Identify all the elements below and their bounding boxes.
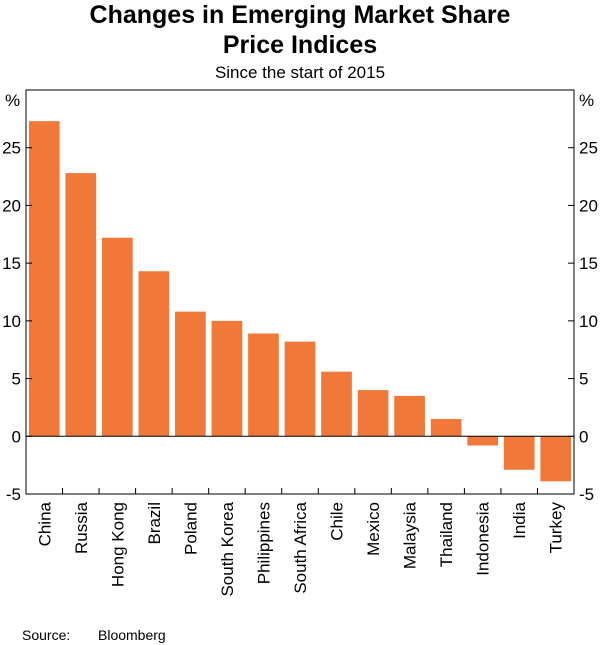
x-tick-label: South Africa [291, 501, 310, 593]
y-tick-label-left: 10 [2, 312, 21, 331]
y-tick-label-left: 0 [12, 427, 21, 446]
y-tick-label-left: -5 [6, 485, 21, 504]
bar-turkey [540, 436, 572, 482]
x-tick-label: Thailand [437, 502, 456, 567]
bar-hong-kong [101, 237, 133, 437]
x-tick-label: Hong Kong [108, 502, 127, 587]
x-tick-label: South Korea [218, 501, 237, 596]
bar-russia [65, 173, 97, 437]
x-tick-label: Poland [181, 502, 200, 555]
bar-philippines [248, 333, 279, 437]
x-tick-label: India [510, 501, 529, 538]
x-tick-label: Mexico [364, 502, 383, 556]
source-note: Source: Bloomberg [22, 627, 166, 643]
bar-china [28, 121, 60, 437]
bar-malaysia [394, 395, 425, 437]
y-tick-label-left: 15 [2, 254, 21, 273]
x-tick-label: Philippines [254, 502, 273, 584]
chart-title-line-1: Changes in Emerging Market Share [89, 1, 511, 29]
bar-south-africa [284, 341, 316, 437]
y-tick-label-left: 20 [2, 196, 21, 215]
bar-thailand [430, 418, 462, 437]
x-tick-label: Indonesia [474, 501, 493, 575]
y-tick-label-left: 5 [12, 370, 21, 389]
bar-poland [175, 311, 206, 437]
y-tick-label-right: 10 [579, 312, 598, 331]
bar-chile [321, 371, 352, 437]
bar-indonesia [467, 436, 499, 446]
y-axis-unit-left: % [5, 91, 20, 110]
y-tick-label-right: 20 [579, 196, 598, 215]
x-tick-label: Russia [72, 501, 91, 554]
bar-brazil [138, 271, 170, 437]
x-tick-label: Brazil [145, 502, 164, 545]
y-tick-label-right: 15 [579, 254, 598, 273]
y-tick-label-left: 25 [2, 139, 21, 158]
plot-frame [25, 89, 575, 495]
y-tick-label-right: -5 [579, 485, 594, 504]
bar-mexico [357, 390, 389, 437]
y-tick-label-right: 25 [579, 139, 598, 158]
x-tick-label: Malaysia [401, 501, 420, 569]
x-tick-label: Turkey [547, 502, 566, 554]
y-axis-unit-right: % [579, 91, 594, 110]
bar-south-korea [211, 320, 243, 437]
chart-title-line-2: Price Indices [222, 31, 378, 59]
x-tick-label: Chile [328, 502, 347, 541]
bar-india [503, 436, 535, 470]
chart-subtitle: Since the start of 2015 [214, 63, 386, 82]
source-value: Bloomberg [98, 627, 166, 643]
source-label: Source: [22, 627, 71, 643]
y-tick-label-right: 0 [579, 427, 588, 446]
y-tick-label-right: 5 [579, 370, 588, 389]
x-tick-label: China [35, 501, 54, 546]
